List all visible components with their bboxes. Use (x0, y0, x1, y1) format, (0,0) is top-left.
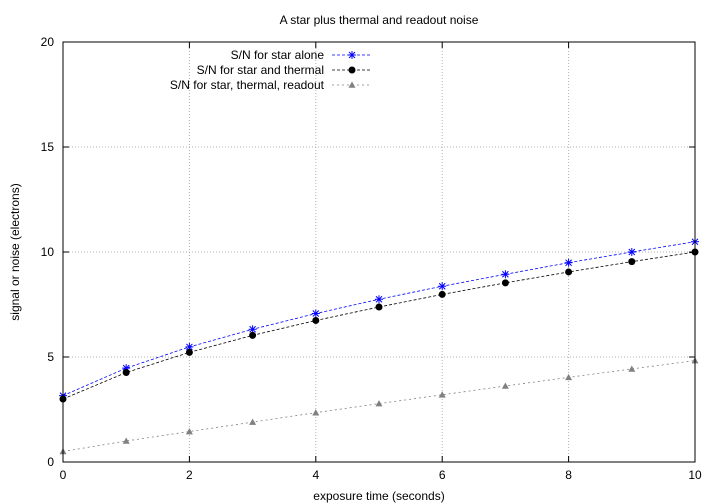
y-tick-label: 10 (41, 245, 55, 259)
x-tick-label: 6 (439, 468, 446, 482)
data-point (248, 325, 257, 334)
series-2 (59, 248, 699, 403)
data-point (438, 391, 446, 398)
data-point (501, 279, 509, 287)
data-point (185, 348, 193, 356)
x-tick-label: 8 (565, 468, 572, 482)
data-point (249, 418, 257, 425)
data-point (628, 365, 636, 372)
data-point (122, 369, 130, 377)
x-tick-label: 0 (60, 468, 67, 482)
x-axis-label: exposure time (seconds) (313, 489, 444, 503)
data-point (438, 282, 447, 291)
data-point (501, 270, 510, 279)
legend-marker (348, 66, 356, 74)
ticks: 0 2 4 6 8 10 0 5 10 15 20 (41, 35, 702, 482)
data-point (312, 316, 320, 324)
data-point (627, 248, 636, 256)
data-point (375, 400, 383, 407)
legend-label: S/N for star and thermal (197, 63, 324, 77)
series-line (62, 251, 696, 400)
legend-marker (348, 51, 356, 59)
data-point (122, 437, 130, 444)
series-layer (59, 237, 699, 455)
data-point (312, 409, 320, 416)
legend-marker (348, 81, 356, 88)
y-tick-label: 5 (47, 350, 54, 364)
series-1 (59, 237, 699, 400)
legend-item: S/N for star, thermal, readout (170, 78, 372, 92)
y-tick-label: 20 (41, 35, 55, 49)
data-point (375, 295, 383, 304)
data-point (564, 258, 573, 267)
legend-label: S/N for star, thermal, readout (170, 78, 325, 92)
y-tick-label: 15 (41, 140, 55, 154)
legend-item: S/N for star and thermal (197, 63, 372, 77)
grid (63, 42, 695, 462)
series-3 (59, 357, 699, 455)
data-point (249, 331, 257, 339)
x-tick-label: 4 (312, 468, 319, 482)
data-point (185, 428, 193, 435)
x-tick-label: 2 (186, 468, 193, 482)
data-point (565, 373, 573, 381)
y-tick-label: 0 (47, 455, 54, 469)
series-line (62, 360, 696, 452)
series-line (62, 241, 696, 397)
data-point (438, 290, 446, 298)
data-point (375, 303, 383, 311)
data-point (628, 258, 636, 266)
data-point (565, 268, 573, 276)
legend-item: S/N for star alone (231, 48, 372, 62)
data-point (311, 309, 320, 318)
legend-label: S/N for star alone (231, 48, 325, 62)
data-point (501, 382, 509, 389)
x-tick-label: 10 (688, 468, 702, 482)
y-axis-label: signal or noise (electrons) (8, 183, 22, 320)
chart-title: A star plus thermal and readout noise (280, 13, 479, 27)
